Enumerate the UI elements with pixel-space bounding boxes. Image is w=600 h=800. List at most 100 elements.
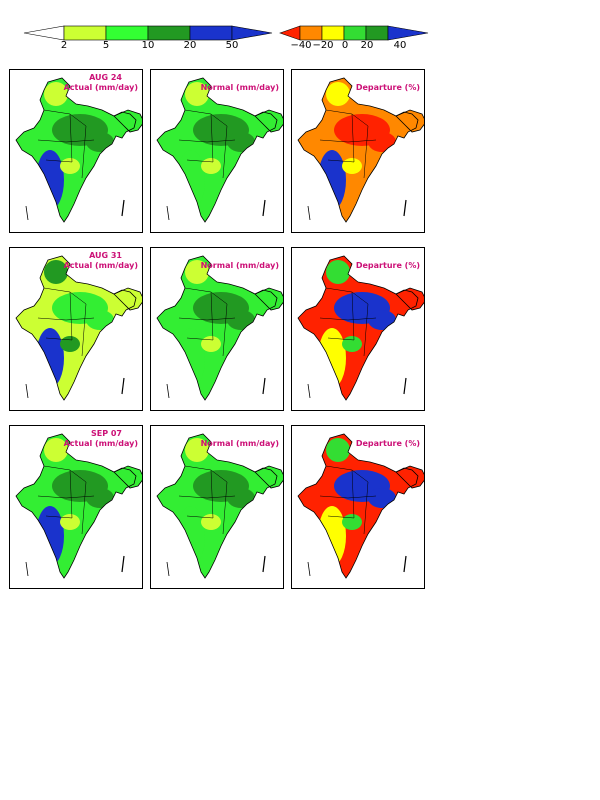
- departure-bin-20-40: [365, 25, 389, 41]
- rainfall-region: [44, 82, 68, 106]
- departure-bin-minus20-0: [321, 25, 345, 41]
- andaman-islands: [262, 377, 266, 395]
- andaman-islands: [403, 555, 407, 573]
- rainfall-region: [318, 328, 346, 388]
- india-map: [156, 255, 283, 401]
- state-boundaries: [178, 465, 236, 535]
- panel-date: AUG 31: [89, 251, 122, 260]
- lakshadweep-islands: [166, 205, 170, 221]
- india-border: [156, 255, 278, 401]
- map-panel-normal: Normal (mm/day): [150, 425, 284, 589]
- rainfall-bin-above-50: [231, 25, 273, 41]
- india-map: [15, 433, 142, 579]
- departure-tick-label: 0: [341, 40, 349, 51]
- india-landmass: [157, 434, 277, 578]
- state-boundaries: [37, 465, 95, 535]
- state-boundaries: [37, 287, 95, 357]
- state-boundaries: [37, 109, 95, 179]
- rainfall-region: [368, 132, 396, 152]
- state-boundaries: [319, 109, 377, 179]
- rainfall-region: [201, 514, 221, 530]
- rainfall-region: [318, 506, 346, 566]
- india-map: [156, 77, 283, 223]
- rainfall-region: [227, 310, 255, 330]
- india-landmass: [157, 78, 277, 222]
- northeast-border: [254, 465, 283, 489]
- rainfall-region: [326, 438, 350, 462]
- rainfall-region: [36, 506, 64, 566]
- northeast-landmass: [114, 466, 142, 488]
- rainfall-region: [326, 260, 350, 284]
- map-panel-departure: Departure (%): [291, 247, 425, 411]
- rainfall-colorbar: [23, 25, 274, 41]
- departure-bin-above-40: [387, 25, 429, 41]
- map-panel-departure: Departure (%): [291, 425, 425, 589]
- rainfall-tick-label: 10: [141, 40, 155, 51]
- rainfall-tick-label: 5: [102, 40, 110, 51]
- rainfall-region: [44, 260, 68, 284]
- rainfall-bin-5-10: [105, 25, 149, 41]
- rainfall-bin-10-20: [147, 25, 191, 41]
- andaman-islands: [403, 377, 407, 395]
- rainfall-region: [177, 328, 205, 388]
- departure-tick-label: 40: [393, 40, 407, 51]
- departure-bin-0-20: [343, 25, 367, 41]
- rainfall-region: [227, 132, 255, 152]
- rainfall-tick-label: 20: [183, 40, 197, 51]
- rainfall-bin-below-2: [23, 25, 65, 41]
- rainfall-tick-label: 2: [60, 40, 68, 51]
- india-border: [15, 433, 137, 579]
- departure-colorbar-swatches: [279, 25, 429, 41]
- departure-tick-label: −20: [312, 40, 334, 51]
- india-landmass: [16, 78, 136, 222]
- map-panel-normal: Normal (mm/day): [150, 247, 284, 411]
- rainfall-region: [177, 506, 205, 566]
- andaman-islands: [262, 199, 266, 217]
- india-map: [297, 77, 424, 223]
- northeast-landmass: [114, 288, 142, 310]
- rainfall-region: [326, 82, 350, 106]
- panel-title: Actual (mm/day): [63, 439, 138, 448]
- rainfall-region: [36, 328, 64, 388]
- lakshadweep-islands: [307, 561, 311, 577]
- india-map: [297, 255, 424, 401]
- departure-bin-below-minus40: [279, 25, 301, 41]
- northeast-landmass: [255, 110, 283, 132]
- india-landmass: [298, 256, 418, 400]
- india-map: [156, 433, 283, 579]
- rainfall-colorbar-swatches: [23, 25, 273, 41]
- rainfall-region: [36, 150, 64, 210]
- rainfall-region: [342, 514, 362, 530]
- lakshadweep-islands: [307, 205, 311, 221]
- rainfall-region: [201, 158, 221, 174]
- northeast-border: [254, 109, 283, 133]
- lakshadweep-islands: [25, 205, 29, 221]
- lakshadweep-islands: [25, 561, 29, 577]
- panel-title: Normal (mm/day): [200, 261, 279, 270]
- india-border: [297, 77, 419, 223]
- rainfall-region: [368, 310, 396, 330]
- rainfall-region: [44, 438, 68, 462]
- northeast-border: [395, 465, 424, 489]
- rainfall-region: [185, 438, 209, 462]
- lakshadweep-islands: [166, 383, 170, 399]
- india-landmass: [157, 256, 277, 400]
- india-map: [15, 77, 142, 223]
- rainfall-regions: [36, 260, 114, 388]
- panel-date: SEP 07: [90, 429, 122, 438]
- map-panel-actual: SEP 07 Actual (mm/day): [9, 425, 143, 589]
- india-border: [15, 255, 137, 401]
- rainfall-region: [227, 488, 255, 508]
- departure-tick-label: −40: [290, 40, 312, 51]
- rainfall-tick-label: 50: [225, 40, 239, 51]
- india-landmass: [16, 434, 136, 578]
- state-boundaries: [319, 465, 377, 535]
- rainfall-region: [318, 150, 346, 210]
- state-boundaries: [319, 287, 377, 357]
- rainfall-region: [86, 488, 114, 508]
- map-panel-actual: AUG 24 Actual (mm/day): [9, 69, 143, 233]
- india-landmass: [298, 434, 418, 578]
- panel-title: Departure (%): [355, 261, 420, 270]
- india-map: [297, 433, 424, 579]
- rainfall-region: [60, 514, 80, 530]
